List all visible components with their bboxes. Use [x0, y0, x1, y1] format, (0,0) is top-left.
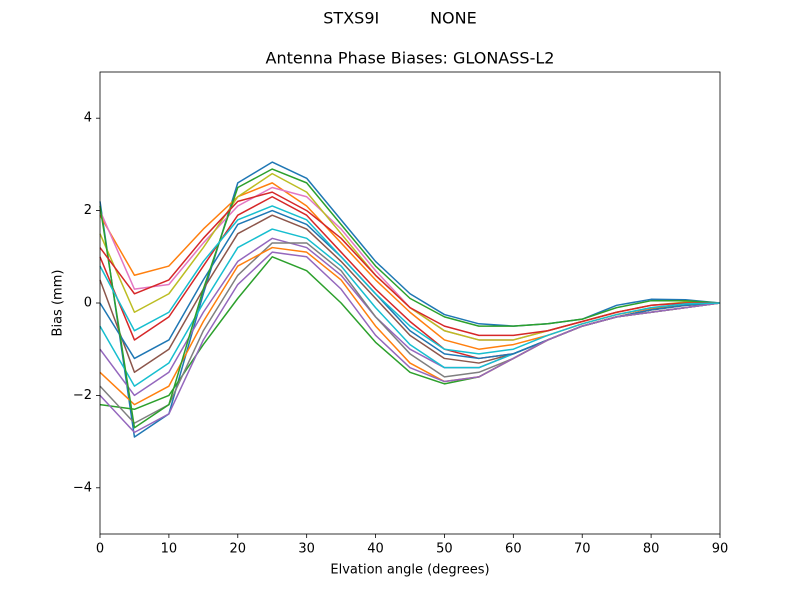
- y-tick-label: −4: [73, 480, 92, 495]
- series-line: [99, 251, 721, 434]
- lines: [99, 161, 721, 438]
- chart-title: Antenna Phase Biases: GLONASS-L2: [266, 49, 555, 68]
- y-tick-label: 4: [84, 111, 92, 126]
- x-tick-label: 60: [505, 542, 522, 557]
- x-tick-label: 30: [298, 542, 315, 557]
- y-tick-label: −2: [73, 388, 92, 403]
- y-tick-label: 2: [84, 203, 92, 218]
- y-axis-label: Bias (mm): [51, 270, 66, 337]
- series-line: [99, 161, 721, 438]
- series-line: [99, 191, 720, 337]
- x-tick-label: 20: [230, 542, 247, 557]
- suptitle: STXS9I NONE: [323, 9, 476, 28]
- series-line: [99, 205, 721, 355]
- x-tick-label: 10: [161, 542, 178, 557]
- x-tick-label: 40: [367, 542, 384, 557]
- x-tick-label: 70: [574, 542, 591, 557]
- series-line: [99, 168, 721, 429]
- x-axis-label: Elvation angle (degrees): [330, 563, 489, 578]
- y-tick-label: 0: [84, 296, 92, 311]
- x-tick-label: 50: [436, 542, 453, 557]
- x-tick-label: 90: [712, 542, 729, 557]
- x-tick-label: 80: [643, 542, 660, 557]
- x-tick-label: 0: [96, 542, 104, 557]
